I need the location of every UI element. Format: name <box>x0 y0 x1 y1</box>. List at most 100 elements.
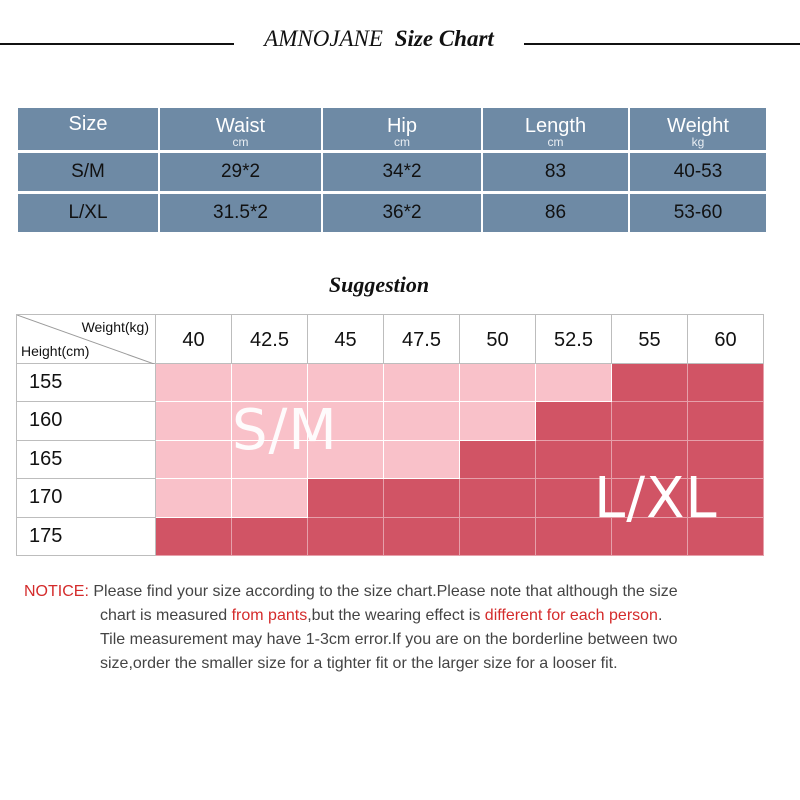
notice-line: NOTICE: Please find your size according … <box>24 580 764 604</box>
grid-cell-sm <box>384 402 460 441</box>
notice-text: chart is measured <box>100 607 232 624</box>
header-length: Length cm <box>483 108 628 150</box>
grid-cell-sm <box>536 364 612 403</box>
weight-cell: 53-60 <box>630 194 766 232</box>
grid-cell-lxl <box>460 440 536 480</box>
size-table-header: Size Waist cm Hip cm Length cm Weight kg <box>18 108 766 150</box>
grid-cell-sm <box>232 364 308 403</box>
grid-cell-lxl <box>536 402 612 441</box>
suggestion-grid: Weight(kg) Height(cm) 40 42.5 45 47.5 50 52.5… <box>16 314 764 556</box>
weight-header: 60 <box>688 314 764 364</box>
header-unit: cm <box>547 135 564 149</box>
weight-header: 42.5 <box>232 314 308 364</box>
height-label: 170 <box>16 479 156 518</box>
suggestion-title: Suggestion <box>328 272 430 297</box>
height-axis-label: Height(cm) <box>21 343 90 359</box>
title-rule-right <box>524 43 800 45</box>
weight-header: 52.5 <box>536 314 612 364</box>
notice-highlight: different for each person <box>484 607 658 624</box>
grid-cell-lxl <box>688 479 764 518</box>
notice-text: Please find your size according to the s… <box>93 583 678 600</box>
header-label: Waist <box>215 115 266 137</box>
notice-line: size,order the smaller size for a tighte… <box>100 655 618 672</box>
notice-line: chart is measured from pants,but the wea… <box>24 604 764 628</box>
header-hip: Hip cm <box>323 108 481 150</box>
grid-cell-sm <box>460 364 536 403</box>
height-label: 155 <box>16 364 156 403</box>
notice-label: NOTICE: <box>24 583 89 600</box>
grid-cell-lxl <box>308 517 384 556</box>
grid-cell-sm <box>156 402 232 441</box>
header-unit: kg <box>691 135 705 149</box>
grid-cell-sm <box>384 364 460 403</box>
weight-axis-label: Weight(kg) <box>81 319 149 335</box>
grid-cell-lxl <box>232 517 308 556</box>
grid-cell-lxl <box>308 479 384 518</box>
size-table: Size Waist cm Hip cm Length cm Weight kg… <box>18 108 766 234</box>
grid-cell-lxl <box>460 517 536 556</box>
header-unit: cm <box>394 135 410 149</box>
grid-cell-lxl <box>612 364 688 403</box>
header-label: Weight <box>667 115 729 137</box>
grid-cell-lxl <box>688 517 764 556</box>
size-cell: S/M <box>18 153 158 191</box>
waist-cell: 29*2 <box>160 153 321 191</box>
notice-highlight: from pants <box>231 607 308 624</box>
hip-cell: 36*2 <box>323 194 481 232</box>
weight-header: 45 <box>308 314 384 364</box>
grid-cell-lxl <box>536 517 612 556</box>
header-label: Size <box>68 113 108 135</box>
grid-cell-sm <box>308 364 384 403</box>
grid-cell-sm <box>232 440 308 480</box>
grid-cell-lxl <box>688 364 764 403</box>
title-row: AMNOJANE Size Chart <box>0 24 800 56</box>
weight-header: 40 <box>156 314 232 364</box>
grid-cell-sm <box>156 440 232 480</box>
length-cell: 86 <box>483 194 628 232</box>
brand-name: AMNOJANE <box>264 26 383 51</box>
grid-cell-sm <box>232 479 308 518</box>
height-label: 165 <box>16 440 156 480</box>
waist-cell: 31.5*2 <box>160 194 321 232</box>
length-cell: 83 <box>483 153 628 191</box>
weight-header: 55 <box>612 314 688 364</box>
grid-cell-lxl <box>460 479 536 518</box>
header-waist: Waist cm <box>160 108 321 150</box>
page-title: AMNOJANE Size Chart <box>234 26 524 52</box>
header-label: Hip <box>386 115 417 137</box>
header-size: Size <box>18 108 158 150</box>
grid-cell-lxl <box>612 440 688 480</box>
grid-cell-lxl <box>688 402 764 441</box>
weight-header: 47.5 <box>384 314 460 364</box>
hip-cell: 34*2 <box>323 153 481 191</box>
grid-cell-lxl <box>612 479 688 518</box>
table-row: S/M 29*2 34*2 83 40-53 <box>18 153 766 191</box>
corner-cell: Weight(kg) Height(cm) <box>16 314 157 365</box>
height-label: 175 <box>16 517 156 556</box>
weight-header: 50 <box>460 314 536 364</box>
header-label: Length <box>524 115 587 137</box>
grid-cell-lxl <box>612 402 688 441</box>
grid-cell-sm <box>384 440 460 480</box>
header-weight: Weight kg <box>630 108 766 150</box>
notice-text: . <box>657 607 663 624</box>
grid-cell-sm <box>460 402 536 441</box>
grid-cell-lxl <box>688 440 764 480</box>
notice-line: Tile measurement may have 1-3cm error.If… <box>100 631 678 648</box>
grid-cell-lxl <box>156 517 232 556</box>
grid-cell-lxl <box>536 479 612 518</box>
grid-cell-sm <box>156 479 232 518</box>
lxl-zone-label: L/XL <box>594 466 718 531</box>
title-rule-left <box>0 43 234 45</box>
grid-cell-lxl <box>384 479 460 518</box>
weight-cell: 40-53 <box>630 153 766 191</box>
grid-cell-lxl <box>612 517 688 556</box>
height-label: 160 <box>16 402 156 441</box>
grid-cell-sm <box>156 364 232 403</box>
grid-cell-sm <box>308 440 384 480</box>
grid-cell-lxl <box>384 517 460 556</box>
grid-cell-sm <box>308 402 384 441</box>
header-unit: cm <box>232 135 249 149</box>
grid-cell-lxl <box>536 440 612 480</box>
table-row: L/XL 31.5*2 36*2 86 53-60 <box>18 194 766 232</box>
